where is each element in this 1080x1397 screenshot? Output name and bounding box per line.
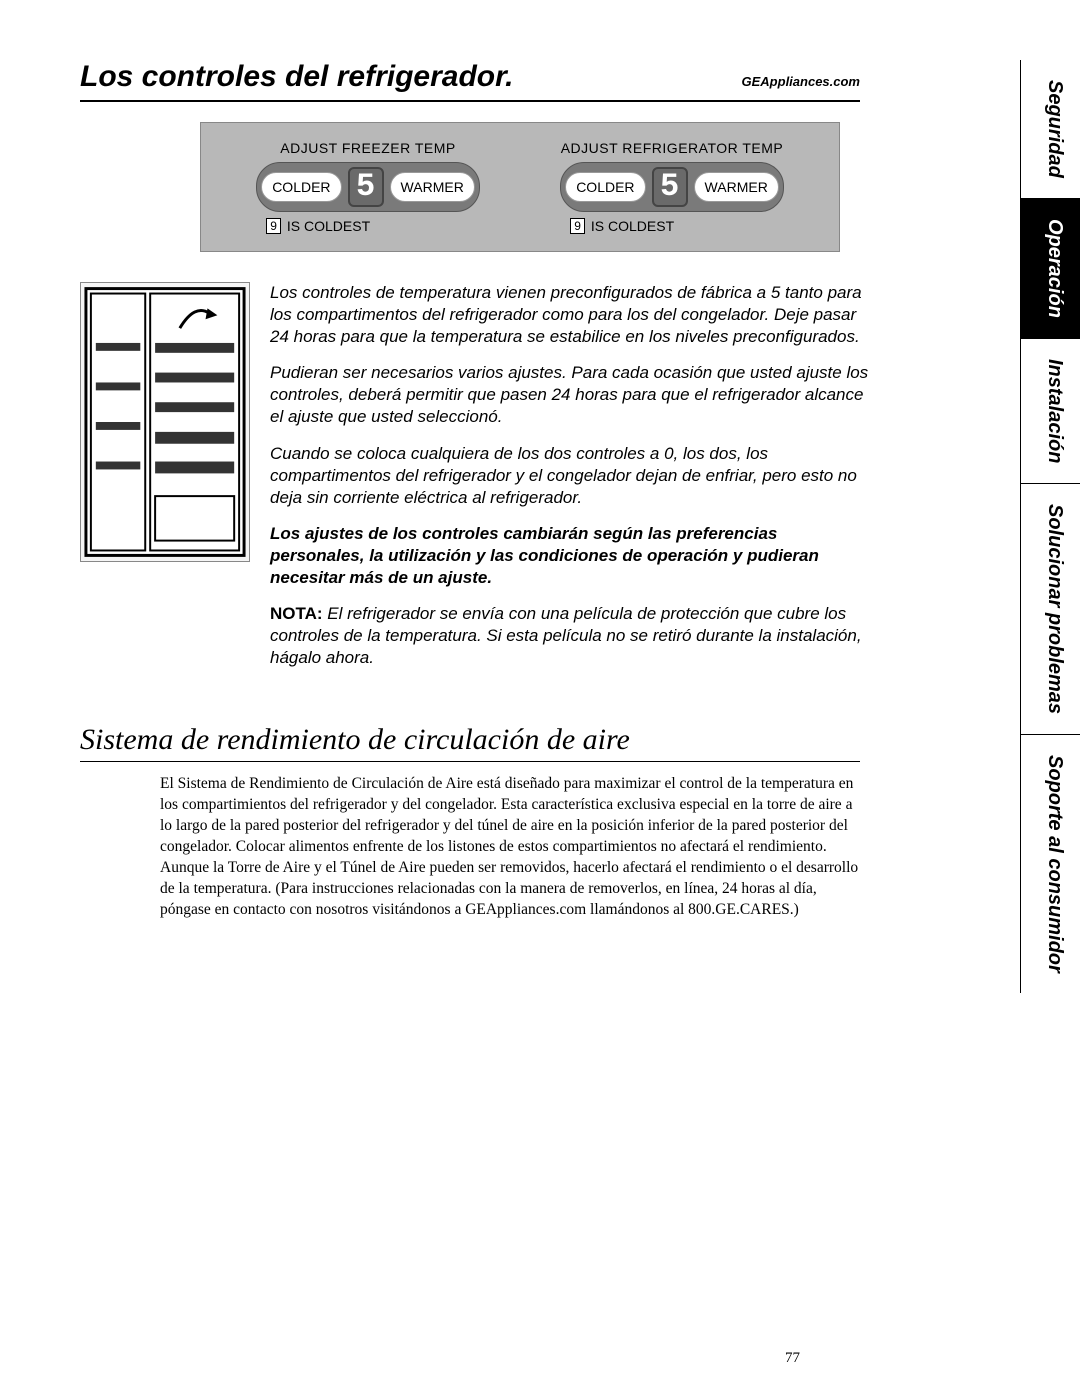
nota-text: El refrigerador se envía con una películ…: [270, 604, 862, 667]
side-nav-tabs: Seguridad Operación Instalación Solucion…: [1020, 60, 1080, 993]
tab-instalacion[interactable]: Instalación: [1020, 338, 1080, 483]
fridge-colder-button[interactable]: COLDER: [565, 172, 645, 202]
freezer-coldest-note: 9 IS COLDEST: [256, 218, 480, 234]
fridge-icon: [81, 283, 249, 561]
paragraph-5: NOTA: El refrigerador se envía con una p…: [270, 603, 870, 669]
freezer-coldest-text: IS COLDEST: [287, 218, 370, 234]
paragraph-3: Cuando se coloca cualquiera de los dos c…: [270, 443, 870, 509]
section2-title: Sistema de rendimiento de circulación de…: [80, 723, 860, 762]
fridge-pill: COLDER 5 WARMER: [560, 162, 784, 212]
body-text: Los controles de temperatura vienen prec…: [270, 282, 870, 683]
freezer-temp-display: 5: [348, 167, 384, 207]
paragraph-4: Los ajustes de los controles cambiarán s…: [270, 523, 870, 589]
temperature-control-panel: ADJUST FREEZER TEMP COLDER 5 WARMER 9 IS…: [200, 122, 840, 252]
page-title: Los controles del refrigerador.: [80, 60, 513, 94]
tab-seguridad[interactable]: Seguridad: [1020, 60, 1080, 198]
nota-label: NOTA:: [270, 604, 323, 623]
fridge-coldest-num: 9: [570, 218, 585, 234]
freezer-label: ADJUST FREEZER TEMP: [256, 140, 480, 156]
freezer-pill: COLDER 5 WARMER: [256, 162, 480, 212]
paragraph-2: Pudieran ser necesarios varios ajustes. …: [270, 362, 870, 428]
fridge-coldest-note: 9 IS COLDEST: [560, 218, 784, 234]
freezer-control: ADJUST FREEZER TEMP COLDER 5 WARMER 9 IS…: [256, 140, 480, 234]
freezer-warmer-button[interactable]: WARMER: [390, 172, 475, 202]
refrigerator-control: ADJUST REFRIGERATOR TEMP COLDER 5 WARMER…: [560, 140, 784, 234]
fridge-label: ADJUST REFRIGERATOR TEMP: [560, 140, 784, 156]
freezer-coldest-num: 9: [266, 218, 281, 234]
fridge-temp-display: 5: [652, 167, 688, 207]
freezer-colder-button[interactable]: COLDER: [261, 172, 341, 202]
fridge-coldest-text: IS COLDEST: [591, 218, 674, 234]
paragraph-1: Los controles de temperatura vienen prec…: [270, 282, 870, 348]
tab-operacion[interactable]: Operación: [1020, 198, 1080, 338]
tab-solucionar[interactable]: Solucionar problemas: [1020, 483, 1080, 734]
section2-body: El Sistema de Rendimiento de Circulación…: [160, 774, 860, 920]
page-number: 77: [785, 1350, 800, 1367]
tab-soporte[interactable]: Soporte al consumidor: [1020, 734, 1080, 993]
header-url: GEAppliances.com: [742, 74, 860, 89]
fridge-warmer-button[interactable]: WARMER: [694, 172, 779, 202]
header: Los controles del refrigerador. GEApplia…: [80, 60, 860, 102]
refrigerator-illustration: [80, 282, 250, 562]
